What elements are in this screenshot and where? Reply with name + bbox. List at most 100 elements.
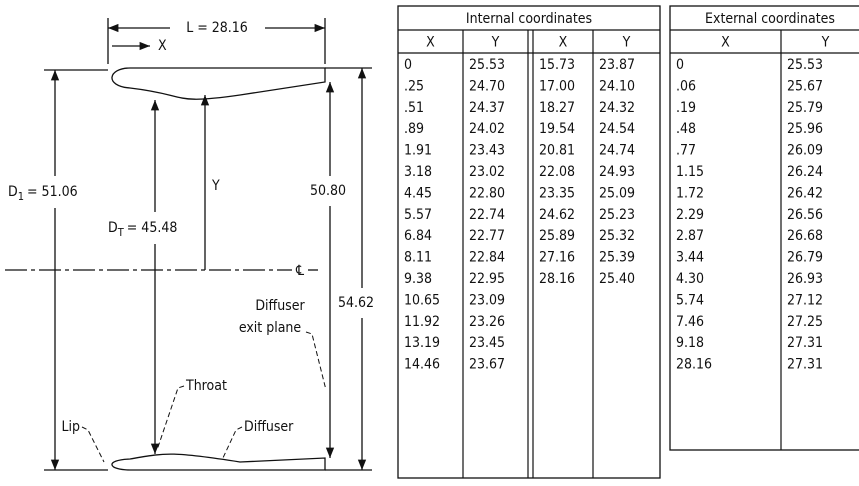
table-cell: 25.67 <box>787 78 823 94</box>
table-cell: 26.24 <box>787 164 823 180</box>
table-cell: 27.25 <box>787 314 823 330</box>
table-cell: 26.68 <box>787 228 823 244</box>
table-cell: 11.92 <box>404 314 440 330</box>
throat-label: Throat <box>185 378 227 394</box>
table-cell: 2.87 <box>676 228 704 244</box>
dt-subscript: T <box>117 226 125 239</box>
table-cell: 27.31 <box>787 357 823 373</box>
table-cell: 24.02 <box>469 121 505 137</box>
dt-symbol: D <box>108 220 118 236</box>
table-cell: .25 <box>404 78 424 94</box>
table-cell: 2.29 <box>676 207 704 223</box>
table-cell: 15.73 <box>539 57 575 73</box>
table-cell: 6.84 <box>404 228 432 244</box>
table-cell: 22.74 <box>469 207 505 223</box>
table-cell: 26.42 <box>787 185 823 201</box>
table-cell: 25.39 <box>599 250 635 266</box>
table-cell: 5.57 <box>404 207 432 223</box>
table-cell: 1.72 <box>676 185 704 201</box>
table-cell: 0 <box>404 57 412 73</box>
table-cell: 18.27 <box>539 100 575 116</box>
table-cell: 20.81 <box>539 143 575 159</box>
table-cell: 23.67 <box>469 357 505 373</box>
table-cell: 3.18 <box>404 164 432 180</box>
table-cell: 9.18 <box>676 335 704 351</box>
column-header: Y <box>622 35 631 51</box>
table-cell: 24.70 <box>469 78 505 94</box>
column-header: X <box>426 35 435 51</box>
exit-plane-label: exit plane <box>239 320 302 336</box>
table-cell: 26.09 <box>787 143 823 159</box>
table-cell: 23.45 <box>469 335 505 351</box>
table-cell: .19 <box>676 100 696 116</box>
table-cell: .48 <box>676 121 696 137</box>
table-cell: 24.37 <box>469 100 505 116</box>
table-cell: 25.96 <box>787 121 823 137</box>
tables: Internal coordinates X Y X Y 0 25.53 .25 24.70 .5… <box>397 5 859 479</box>
table-cell: 4.45 <box>404 185 432 201</box>
leader <box>156 385 185 451</box>
table-cell: 24.32 <box>599 100 635 116</box>
table-cell: 25.53 <box>469 57 505 73</box>
table-cell: 7.46 <box>676 314 704 330</box>
table-cell: 22.84 <box>469 250 505 266</box>
table-cell: 1.91 <box>404 143 432 159</box>
table-cell: 24.10 <box>599 78 635 94</box>
nozzle-diagram: L = 28.16 X D1 = 51.06 DT = 45.48 Y ℄ 50.8… <box>5 18 374 471</box>
d1-subscript: 1 <box>18 190 24 203</box>
table-cell: .06 <box>676 78 696 94</box>
table-cell: 24.74 <box>599 143 635 159</box>
table-cell: 27.12 <box>787 292 823 308</box>
table-frame <box>669 5 859 451</box>
column-header: Y <box>821 35 830 51</box>
table-cell: 24.54 <box>599 121 635 137</box>
leader <box>81 426 105 463</box>
table-cell: 19.54 <box>539 121 575 137</box>
y-label: Y <box>211 178 220 194</box>
column-header: Y <box>491 35 500 51</box>
table-cell: 24.62 <box>539 207 575 223</box>
outer-height-label: 54.62 <box>338 295 374 311</box>
upper-lip <box>111 67 326 100</box>
table-cell: 23.87 <box>599 57 635 73</box>
table-cell: 23.02 <box>469 164 505 180</box>
table-cell: 5.74 <box>676 292 704 308</box>
table-cell: 23.43 <box>469 143 505 159</box>
table-title: Internal coordinates <box>466 11 592 27</box>
table-cell: .89 <box>404 121 424 137</box>
table-cell: 22.77 <box>469 228 505 244</box>
table-cell: 28.16 <box>539 271 575 287</box>
table-cell: 23.35 <box>539 185 575 201</box>
table-cell: 25.89 <box>539 228 575 244</box>
table-cell: 23.26 <box>469 314 505 330</box>
column-header: X <box>559 35 568 51</box>
table-cell: 25.79 <box>787 100 823 116</box>
table-cell: 25.32 <box>599 228 635 244</box>
table-cell: 28.16 <box>676 357 712 373</box>
table-cell: 22.80 <box>469 185 505 201</box>
table-cell: 22.95 <box>469 271 505 287</box>
table-cell: .51 <box>404 100 424 116</box>
table-title: External coordinates <box>705 11 835 27</box>
table-cell: 27.16 <box>539 250 575 266</box>
table-cell: 3.44 <box>676 250 704 266</box>
table-cell: 4.30 <box>676 271 704 287</box>
table-cell: 17.00 <box>539 78 575 94</box>
table-cell: .77 <box>676 143 696 159</box>
dt-label: DT = 45.48 <box>108 220 177 239</box>
x-label: X <box>158 38 167 54</box>
exit-plane-label: Diffuser <box>255 298 305 314</box>
diffuser-label: Diffuser <box>244 419 294 435</box>
table-cell: 25.40 <box>599 271 635 287</box>
length-label: L = 28.16 <box>186 20 248 36</box>
leader <box>305 331 327 391</box>
table-cell: 13.19 <box>404 335 440 351</box>
inner-height-label: 50.80 <box>310 183 346 199</box>
lip-label: Lip <box>61 419 80 435</box>
table-cell: 14.46 <box>404 357 440 373</box>
table-cell: 26.79 <box>787 250 823 266</box>
centerline-symbol: ℄ <box>295 263 304 279</box>
table-cell: 25.23 <box>599 207 635 223</box>
table-cell: 25.09 <box>599 185 635 201</box>
